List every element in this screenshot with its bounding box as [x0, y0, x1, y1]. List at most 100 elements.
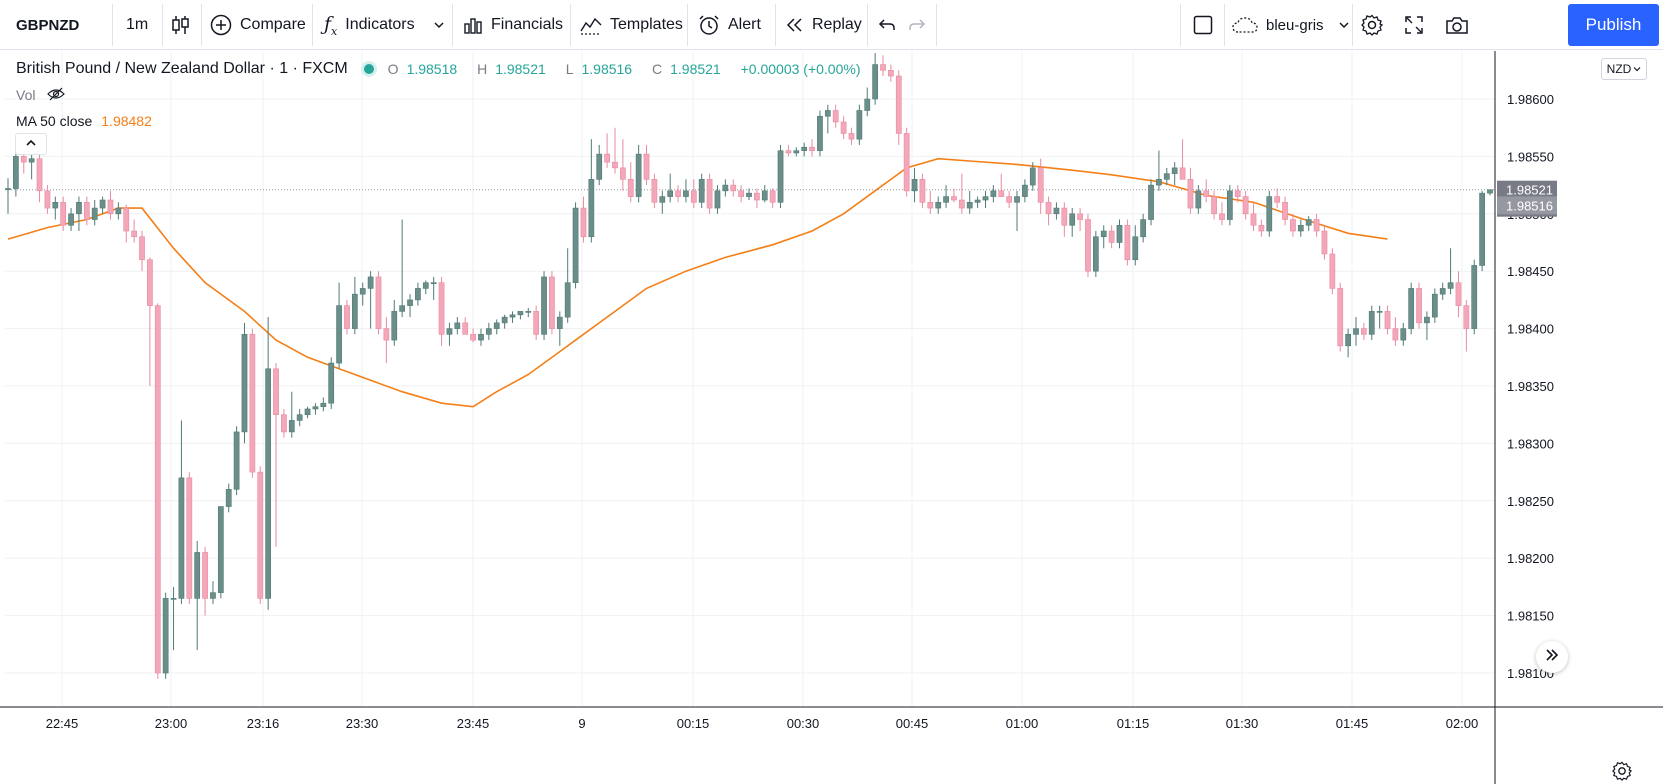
candle-body: [1069, 213, 1076, 226]
candle-body: [1100, 230, 1107, 238]
candle-body: [320, 402, 327, 407]
y-tick-label: 1.98150: [1507, 609, 1554, 624]
x-tick-label: 01:30: [1226, 716, 1259, 731]
candle-body: [1037, 167, 1044, 203]
fullscreen-button[interactable]: [1404, 0, 1424, 50]
candle-body: [746, 192, 752, 197]
indicators-label: Indicators: [345, 16, 415, 33]
volume-legend-row[interactable]: Vol: [16, 82, 868, 108]
candle-body: [769, 190, 776, 203]
indicators-dropdown[interactable]: [433, 0, 445, 50]
candle-body: [501, 316, 508, 324]
currency-selector[interactable]: NZD: [1601, 58, 1647, 80]
candle-body: [1345, 334, 1351, 347]
candle-body: [998, 190, 1005, 197]
candle-body: [162, 598, 169, 674]
publish-button[interactable]: Publish: [1568, 4, 1659, 46]
candle-body: [1014, 196, 1020, 203]
candle-body: [344, 305, 350, 329]
x-tick-label: 22:45: [46, 716, 79, 731]
candle-body: [1353, 328, 1359, 335]
candle-body: [1439, 288, 1446, 295]
candle-body: [801, 146, 808, 151]
candle-body: [383, 328, 390, 341]
candle-body: [620, 167, 626, 180]
candle-body: [848, 133, 855, 140]
templates-button[interactable]: Templates: [580, 0, 683, 50]
candle-body: [202, 552, 208, 599]
templates-label: Templates: [610, 16, 683, 33]
candle-body: [1463, 305, 1470, 329]
candle-body: [604, 153, 610, 163]
candle-body: [714, 190, 721, 209]
candle-body: [832, 110, 839, 123]
candle-body: [1297, 224, 1304, 232]
interval-button[interactable]: 1m: [126, 0, 148, 50]
candle-body: [430, 282, 437, 284]
candle-body: [761, 190, 768, 201]
candle-body: [194, 552, 201, 599]
candle-body: [824, 110, 831, 117]
candle-body: [1092, 236, 1099, 272]
candle-body: [60, 202, 67, 226]
candle-body: [919, 179, 926, 203]
candle-body: [903, 133, 910, 192]
redo-button[interactable]: [908, 0, 926, 50]
candle-body: [1368, 311, 1375, 335]
layout-square-button[interactable]: [1193, 0, 1213, 50]
candle-body: [20, 156, 27, 163]
candle-body: [982, 196, 989, 201]
candle-body: [564, 282, 571, 318]
ma-legend-row[interactable]: MA 50 close 1.98482: [16, 108, 868, 134]
candle-body: [1163, 173, 1170, 180]
candle-body: [233, 431, 240, 490]
currency-label: NZD: [1606, 62, 1632, 76]
y-tick-label: 1.98600: [1507, 92, 1554, 107]
candle-body: [1431, 293, 1438, 318]
candle-body: [170, 598, 177, 600]
candle-body: [217, 506, 224, 593]
candle-body: [257, 471, 264, 599]
candle-body: [210, 592, 216, 599]
candle-body: [1124, 224, 1131, 261]
low-value: 1.98516: [581, 61, 633, 77]
candle-body: [840, 121, 847, 134]
double-chevron-right-icon: [1545, 648, 1559, 666]
symbol-search-button[interactable]: GBPNZD: [16, 0, 79, 50]
candle-body: [856, 110, 863, 140]
candle-body: [809, 146, 815, 151]
layout-name-button[interactable]: bleu-gris: [1232, 0, 1350, 50]
candle-body: [36, 158, 43, 192]
price-chart[interactable]: 1.986001.985501.985001.984501.984001.983…: [0, 51, 1663, 784]
candle-body: [1195, 190, 1202, 209]
candle-body: [1321, 230, 1328, 255]
candle-body: [1179, 167, 1186, 180]
legend-collapse-button[interactable]: [15, 133, 47, 155]
compare-button[interactable]: Compare: [210, 0, 306, 50]
indicators-button[interactable]: ƒx Indicators: [324, 0, 415, 50]
replay-button[interactable]: Replay: [786, 0, 862, 50]
candle-body: [1479, 192, 1485, 266]
candle-body: [911, 179, 918, 192]
candle-body: [1242, 196, 1249, 215]
candle-body: [91, 207, 98, 220]
settings-button[interactable]: [1361, 0, 1383, 50]
x-tick-label: 23:45: [457, 716, 490, 731]
candle-body: [399, 305, 406, 312]
candle-body: [13, 156, 19, 189]
financials-button[interactable]: Financials: [463, 0, 563, 50]
chart-settings-button[interactable]: [1612, 761, 1634, 783]
undo-button[interactable]: [878, 0, 896, 50]
square-icon: [1193, 15, 1213, 35]
scroll-to-realtime-button[interactable]: [1536, 641, 1568, 673]
candle-body: [556, 316, 563, 329]
snapshot-button[interactable]: [1445, 0, 1469, 50]
candle-body: [328, 362, 335, 404]
replay-label: Replay: [812, 16, 862, 33]
candle-body: [478, 334, 484, 341]
eye-off-icon[interactable]: [47, 87, 66, 104]
chart-pane[interactable]: 1.986001.985501.985001.984501.984001.983…: [0, 51, 1663, 784]
chart-type-button[interactable]: [171, 0, 191, 50]
candle-body: [312, 406, 319, 410]
alert-button[interactable]: Alert: [698, 0, 761, 50]
